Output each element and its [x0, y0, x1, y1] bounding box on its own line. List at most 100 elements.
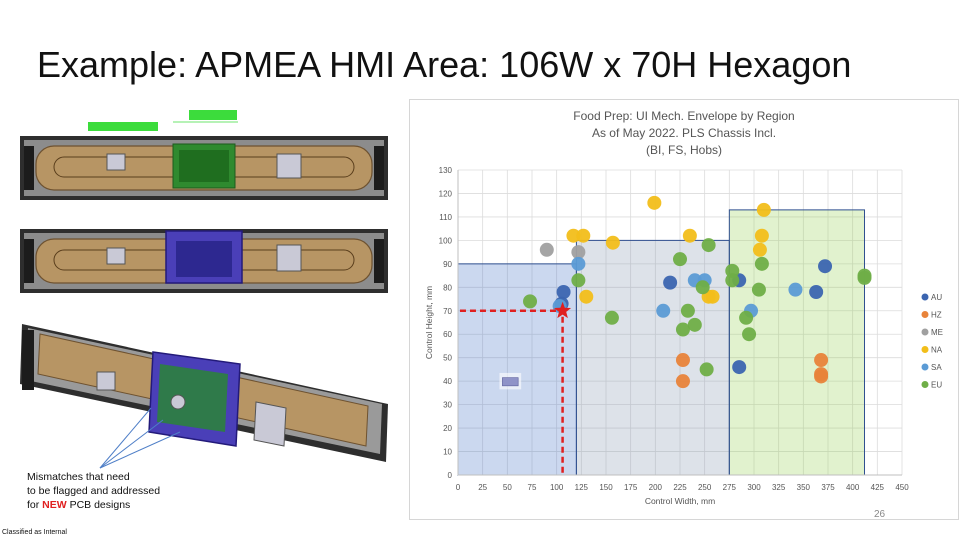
data-point-na	[754, 228, 769, 243]
data-point-na	[756, 202, 771, 217]
data-point-sa	[571, 256, 586, 271]
x-tick-label: 100	[550, 483, 564, 492]
y-tick-label: 80	[443, 283, 452, 292]
data-point-eu	[571, 273, 586, 288]
x-tick-label: 0	[456, 483, 461, 492]
data-point-eu	[687, 317, 702, 332]
data-point-hz	[814, 369, 829, 384]
data-point-eu	[695, 280, 710, 295]
y-tick-label: 130	[439, 166, 453, 175]
caption-line-3: for NEW PCB designs	[27, 498, 160, 512]
caption-line-3-post: PCB designs	[66, 499, 131, 511]
data-point-au	[809, 285, 824, 299]
cad-callout-center	[189, 110, 237, 120]
x-tick-label: 375	[821, 483, 835, 492]
data-point-eu	[701, 238, 716, 253]
legend-label-hz: HZ	[931, 311, 942, 320]
x-tick-label: 175	[624, 483, 638, 492]
x-tick-label: 400	[846, 483, 860, 492]
caption-line-2: to be flagged and addressed	[27, 485, 161, 497]
legend-marker-na	[921, 346, 929, 353]
mismatch-arrows	[99, 407, 181, 469]
data-point-eu	[857, 268, 872, 283]
envelope-region-3	[728, 209, 866, 476]
mismatch-caption: Mismatches that need to be flagged and a…	[27, 470, 160, 512]
y-tick-label: 90	[443, 260, 452, 269]
data-point-na	[605, 235, 620, 250]
chart-title-line-2: As of May 2022. PLS Chassis Incl.	[591, 126, 777, 140]
y-tick-label: 120	[439, 189, 453, 198]
scatter-chart: 0 25 50 75 100 125 150 175 200 225 250 275 300 325 350…	[424, 166, 943, 506]
chart-title-line-1: Food Prep: UI Mech. Envelope by Region	[573, 109, 795, 123]
legend-marker-hz	[921, 311, 929, 318]
x-tick-label: 350	[797, 483, 811, 492]
cad-panel-top	[20, 136, 388, 200]
data-point-eu	[739, 310, 754, 325]
y-tick-label: 60	[443, 330, 452, 339]
data-point-na	[752, 242, 767, 257]
data-point-na	[647, 195, 662, 210]
y-tick-label: 40	[443, 377, 452, 386]
data-point-eu	[754, 256, 769, 271]
x-tick-label: 75	[528, 483, 537, 492]
x-tick-label: 200	[649, 483, 663, 492]
legend-label-na: NA	[931, 346, 943, 355]
legend-marker-sa	[921, 363, 929, 371]
data-point-na	[566, 228, 581, 243]
y-tick-label: 20	[443, 424, 452, 433]
y-tick-label: 110	[439, 213, 452, 222]
data-point-au	[556, 285, 571, 299]
envelope-icon-shape	[502, 377, 519, 387]
data-point-na	[579, 289, 594, 304]
slide-title: Example: APMEA HMI Area: 106W x 70H Hexa…	[37, 44, 852, 85]
data-point-hz	[675, 353, 690, 368]
chart-frame: Food Prep: UI Mech. Envelope by Region A…	[409, 99, 959, 520]
y-axis-label: Control Height, mm	[424, 286, 434, 359]
data-point-na	[682, 228, 697, 243]
legend-label-eu: EU	[931, 381, 942, 390]
x-tick-label: 425	[871, 483, 885, 492]
cad-illustrations	[20, 110, 388, 469]
data-point-me	[571, 245, 586, 260]
data-point-au	[663, 275, 678, 290]
data-point-sa	[656, 303, 671, 318]
data-point-na	[576, 228, 591, 243]
data-point-eu	[725, 273, 740, 288]
y-tick-label: 30	[443, 401, 452, 410]
legend-label-me: ME	[931, 328, 943, 337]
legend-marker-eu	[921, 381, 929, 388]
classification-label: Classified as Internal	[2, 529, 67, 536]
x-tick-label: 250	[698, 483, 712, 492]
data-point-au	[818, 259, 833, 274]
data-point-hz	[675, 374, 690, 389]
y-tick-label: 0	[448, 471, 453, 480]
data-point-eu	[523, 294, 538, 309]
legend-label-sa: SA	[931, 363, 942, 372]
cad-panel-middle	[20, 229, 388, 293]
x-tick-label: 275	[723, 483, 737, 492]
data-point-eu	[604, 310, 619, 325]
x-tick-label: 450	[895, 483, 909, 492]
target-star-icon	[554, 301, 572, 319]
chart-title-line-3: (BI, FS, Hobs)	[645, 143, 722, 157]
data-point-sa	[788, 282, 803, 297]
y-tick-label: 100	[439, 236, 453, 245]
page-number: 26	[874, 509, 886, 520]
data-point-eu	[673, 252, 687, 267]
caption-highlight: NEW	[42, 499, 67, 511]
x-tick-label: 150	[599, 483, 613, 492]
data-point-eu	[751, 282, 766, 297]
x-tick-label: 125	[575, 483, 589, 492]
data-point-eu	[699, 362, 714, 377]
cad-panel-perspective	[20, 324, 388, 462]
cad-callout-left	[88, 122, 158, 131]
data-point-eu	[742, 327, 757, 342]
caption-line-3-pre: for	[27, 499, 43, 511]
legend-marker-au	[921, 293, 929, 301]
data-point-eu	[675, 322, 690, 337]
legend-marker-me	[921, 328, 929, 336]
y-tick-label: 10	[443, 448, 452, 457]
data-point-eu	[680, 303, 695, 318]
legend-label-au: AU	[931, 293, 942, 302]
data-point-hz	[814, 353, 829, 368]
